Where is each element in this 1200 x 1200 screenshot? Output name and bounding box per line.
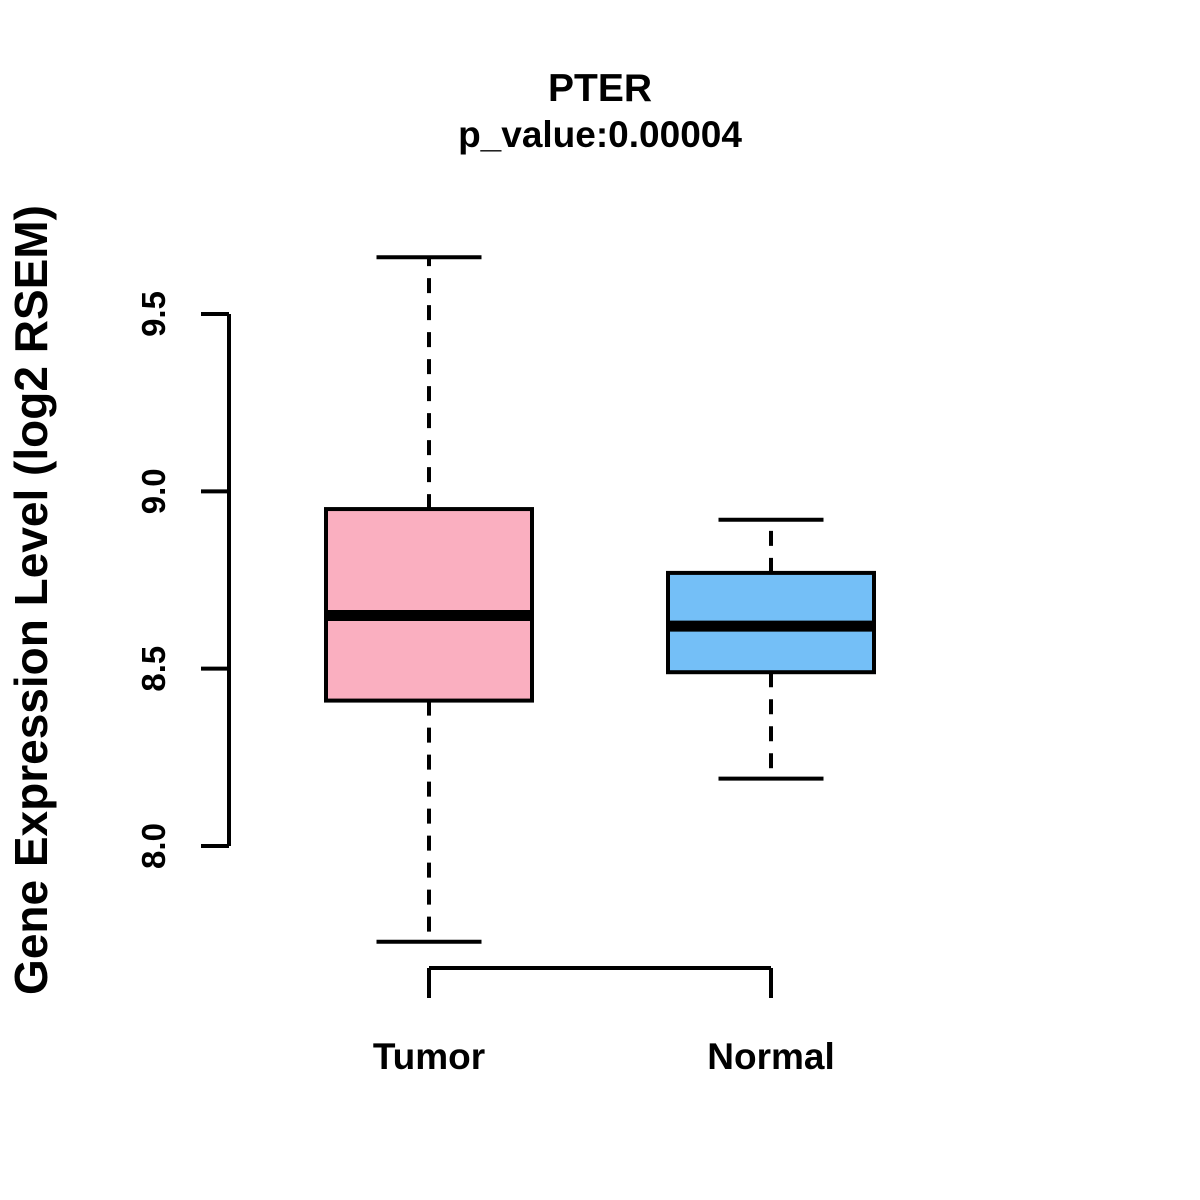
chart-subtitle: p_value:0.00004 — [458, 114, 742, 155]
title-block: PTER p_value:0.00004 — [0, 66, 1200, 157]
tumor-box — [324, 507, 534, 703]
y-tick-label-8.0: 8.0 — [135, 823, 172, 869]
chart-title: PTER — [547, 67, 652, 110]
y-tick-label-9.5: 9.5 — [135, 291, 172, 337]
y-tick-label-8.5: 8.5 — [135, 646, 172, 692]
x-label-tumor: Tumor — [372, 1036, 486, 1077]
y-tick-label-9.0: 9.0 — [135, 468, 172, 514]
x-label-normal: Normal — [707, 1036, 835, 1077]
